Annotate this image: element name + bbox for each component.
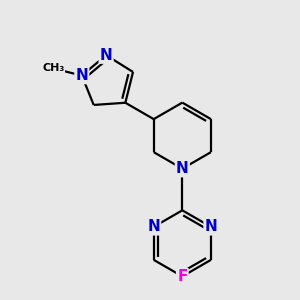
Text: N: N xyxy=(100,48,112,63)
Text: N: N xyxy=(176,161,189,176)
Text: F: F xyxy=(177,269,188,284)
Text: N: N xyxy=(76,68,88,83)
Text: N: N xyxy=(147,219,160,234)
Text: N: N xyxy=(205,219,217,234)
Text: CH₃: CH₃ xyxy=(42,64,64,74)
